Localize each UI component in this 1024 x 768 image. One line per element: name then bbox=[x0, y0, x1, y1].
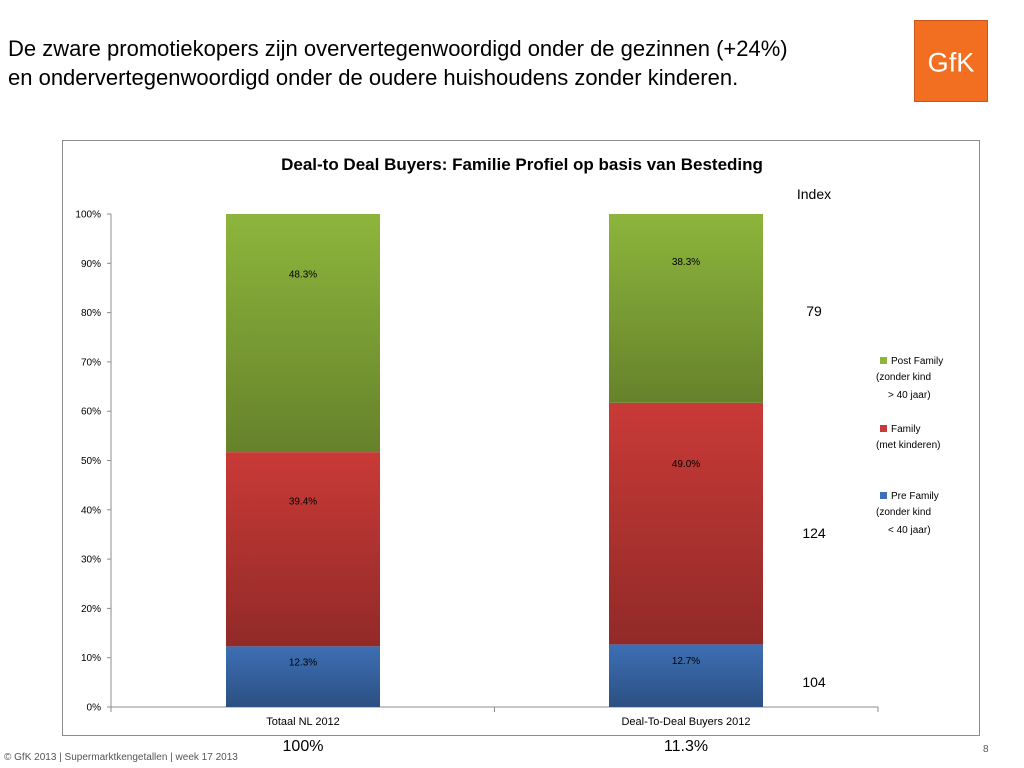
index-value: 104 bbox=[802, 674, 826, 690]
bar-segment-family bbox=[226, 452, 380, 647]
y-tick-label: 30% bbox=[81, 555, 101, 566]
bars-group bbox=[226, 214, 763, 707]
category-share-label: 11.3% bbox=[664, 738, 708, 755]
chart-title: Deal-to Deal Buyers: Familie Profiel op … bbox=[281, 155, 763, 174]
bar-segment-pre-family bbox=[226, 646, 380, 707]
chart-frame bbox=[62, 140, 980, 736]
index-header: Index bbox=[797, 186, 831, 202]
y-tick-label: 40% bbox=[81, 505, 101, 516]
y-tick-label: 100% bbox=[75, 210, 101, 221]
y-tick-label: 0% bbox=[87, 703, 102, 714]
y-tick-label: 50% bbox=[81, 456, 101, 467]
data-label: 39.4% bbox=[289, 497, 317, 508]
logo-text: GfK bbox=[928, 47, 975, 78]
bar-segment-post-family bbox=[609, 214, 763, 403]
data-label: 49.0% bbox=[672, 459, 700, 470]
headline-line-2: en ondervertegenwoordigd onder de oudere… bbox=[8, 65, 739, 90]
index-value: 79 bbox=[806, 303, 822, 319]
y-tick-label: 20% bbox=[81, 604, 101, 615]
footer: © GfK 2013 | Supermarktkengetallen | wee… bbox=[4, 752, 238, 763]
headline-line-1: De zware promotiekopers zijn oververtege… bbox=[8, 36, 788, 61]
gfk-logo: GfK bbox=[914, 20, 988, 102]
data-label: 38.3% bbox=[672, 257, 700, 268]
legend-label: Family bbox=[891, 424, 920, 435]
legend-label: > 40 jaar) bbox=[888, 390, 931, 401]
category-share-label: 100% bbox=[283, 738, 324, 755]
data-label: 12.3% bbox=[289, 658, 317, 669]
legend-label: < 40 jaar) bbox=[888, 525, 931, 536]
legend-label: (zonder kind bbox=[876, 372, 931, 383]
data-labels-group: 12.3% 39.4% 48.3% 12.7% 49.0% 38.3% 104 124 79 bbox=[289, 257, 826, 690]
data-label: 48.3% bbox=[289, 270, 317, 281]
bar-segment-post-family bbox=[226, 214, 380, 453]
y-tick-label: 80% bbox=[81, 308, 101, 319]
y-tick-label: 60% bbox=[81, 407, 101, 418]
legend: Post Family (zonder kind > 40 jaar) Family (… bbox=[876, 356, 943, 536]
data-label: 12.7% bbox=[672, 656, 700, 667]
bar-segment-pre-family bbox=[609, 644, 763, 707]
legend-swatch bbox=[880, 357, 887, 364]
legend-label: (met kinderen) bbox=[876, 440, 940, 451]
y-tick-label: 90% bbox=[81, 259, 101, 270]
page-number: 8 bbox=[983, 744, 989, 755]
index-value: 124 bbox=[802, 525, 826, 541]
gfk-logo-mark: GfK bbox=[928, 47, 975, 78]
y-tick-label: 70% bbox=[81, 357, 101, 368]
bar-segment-family bbox=[609, 402, 763, 645]
legend-label: (zonder kind bbox=[876, 507, 931, 518]
legend-swatch bbox=[880, 492, 887, 499]
x-category-label: Totaal NL 2012 bbox=[266, 716, 340, 728]
legend-label: Post Family bbox=[891, 356, 943, 367]
legend-label: Pre Family bbox=[891, 491, 939, 502]
slide-headline: De zware promotiekopers zijn oververtege… bbox=[8, 34, 913, 92]
y-tick-label: 10% bbox=[81, 653, 101, 664]
x-category-label: Deal-To-Deal Buyers 2012 bbox=[621, 716, 750, 728]
legend-swatch bbox=[880, 425, 887, 432]
